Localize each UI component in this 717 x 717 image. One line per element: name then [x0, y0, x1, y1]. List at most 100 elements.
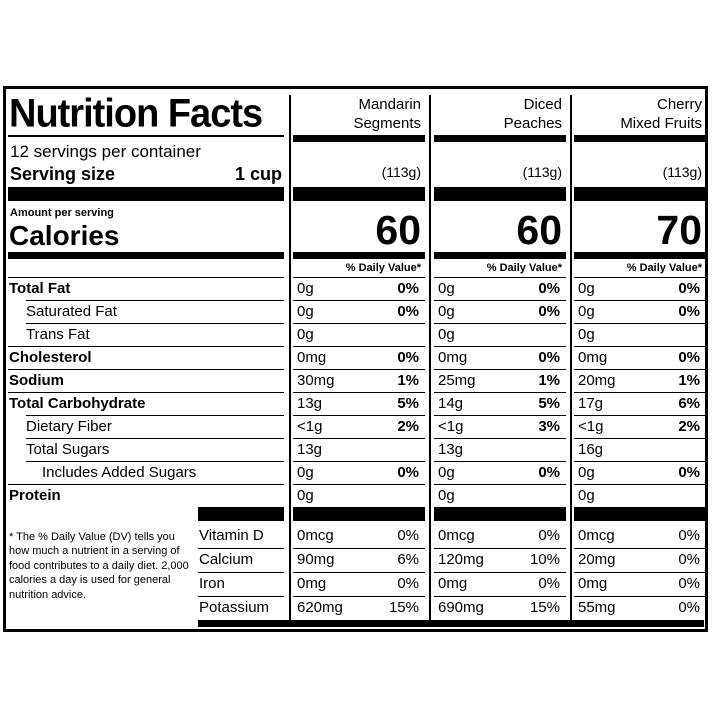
serving-divider [8, 187, 284, 201]
nutrient-amount: 0g [438, 487, 455, 504]
vitamin-amount: 690mg [438, 599, 484, 616]
nutrient-dv: 1% [397, 372, 419, 389]
row-divider [293, 300, 425, 301]
row-divider [293, 323, 425, 324]
row-divider [434, 548, 566, 549]
calories-divider [574, 252, 706, 259]
product-name-line2: Mixed Fruits [620, 115, 702, 132]
row-divider [293, 369, 425, 370]
nutrient-dv: 0% [678, 303, 700, 320]
nutrient-amount: 14g [438, 395, 464, 412]
column-divider-1 [289, 95, 291, 627]
nutrient-dv: 0% [397, 464, 419, 481]
nutrient-name: Total Carbohydrate [9, 395, 146, 412]
product-name-line1: Mandarin [358, 96, 421, 113]
row-divider [293, 392, 425, 393]
row-divider [574, 277, 706, 278]
row-divider [293, 277, 425, 278]
nutrient-name: Cholesterol [9, 349, 92, 366]
amount-per-serving: Amount per serving [10, 207, 114, 219]
serving-grams: (113g) [522, 164, 562, 180]
calories-value: 60 [516, 207, 562, 253]
nutrient-dv: 0% [538, 464, 560, 481]
nutrient-amount: <1g [578, 418, 604, 435]
vitamin-amount: 90mg [297, 551, 335, 568]
nutrient-amount: 0mg [438, 349, 468, 366]
row-divider [574, 596, 706, 597]
row-divider [293, 346, 425, 347]
nutrient-amount: <1g [438, 418, 464, 435]
daily-value-header: % Daily Value* [626, 262, 702, 274]
serving-size-value: 1 cup [234, 164, 282, 184]
servings-per-container: 12 servings per container [10, 142, 201, 161]
row-divider [434, 277, 566, 278]
row-divider [26, 438, 284, 439]
nutrient-amount: 0g [297, 464, 314, 481]
nutrient-amount: 20mg [578, 372, 616, 389]
vitamin-amount: 0mg [438, 575, 468, 592]
row-divider [434, 484, 566, 485]
row-divider [574, 572, 706, 573]
nutrient-dv: 6% [678, 395, 700, 412]
footnote: * The % Daily Value (DV) tells you how m… [9, 531, 189, 601]
nutrient-name: Protein [9, 487, 61, 504]
nutrient-name: Dietary Fiber [26, 418, 112, 435]
calories-value: 70 [656, 207, 702, 253]
row-divider [8, 277, 284, 278]
nutrient-amount: 0g [438, 280, 455, 297]
daily-value-header: % Daily Value* [345, 262, 421, 274]
nutrient-dv: 0% [538, 280, 560, 297]
nutrient-dv: 0% [678, 280, 700, 297]
nutrient-name: Total Fat [9, 280, 71, 297]
row-divider [293, 596, 425, 597]
daily-value-header: % Daily Value* [486, 262, 562, 274]
nutrient-amount: 0g [297, 487, 314, 504]
vitamin-amount: 0mg [297, 575, 327, 592]
column-divider-2 [429, 95, 431, 627]
row-divider [574, 346, 706, 347]
vitamin-dv: 0% [538, 527, 560, 544]
nutrient-dv: 0% [397, 303, 419, 320]
vitamin-divider [574, 507, 706, 521]
row-divider [26, 461, 284, 462]
vitamin-amount: 0mcg [438, 527, 475, 544]
row-divider [574, 438, 706, 439]
vitamin-dv: 15% [529, 599, 560, 616]
vitamin-dv: 0% [397, 527, 419, 544]
row-divider [293, 438, 425, 439]
row-divider [574, 300, 706, 301]
row-divider [198, 572, 284, 573]
row-divider [293, 415, 425, 416]
nutrient-amount: 0mg [297, 349, 327, 366]
vitamin-dv: 0% [678, 527, 700, 544]
row-divider [8, 369, 284, 370]
nutrient-dv: 0% [538, 303, 560, 320]
row-divider [293, 484, 425, 485]
row-divider [574, 392, 706, 393]
calories-label: Calories [9, 220, 120, 251]
nutrient-dv: 2% [678, 418, 700, 435]
calories-divider [293, 252, 425, 259]
vitamin-divider [293, 507, 425, 521]
vitamin-name: Iron [199, 575, 225, 592]
row-divider [434, 300, 566, 301]
nutrient-dv: 0% [397, 280, 419, 297]
nutrient-amount: <1g [297, 418, 323, 435]
vitamin-amount: 620mg [297, 599, 343, 616]
vitamin-amount: 55mg [578, 599, 616, 616]
vitamin-dv: 0% [678, 551, 700, 568]
calories-value: 60 [375, 207, 421, 253]
row-divider [574, 548, 706, 549]
vitamin-name: Potassium [199, 599, 270, 616]
vitamin-amount: 0mcg [578, 527, 615, 544]
label-title: Nutrition Facts [9, 91, 263, 137]
row-divider [198, 596, 284, 597]
row-divider [574, 323, 706, 324]
nutrient-dv: 0% [397, 349, 419, 366]
nutrient-amount: 0g [297, 280, 314, 297]
nutrient-dv: 3% [538, 418, 560, 435]
row-divider [8, 392, 284, 393]
row-divider [26, 323, 284, 324]
product-name-line2: Segments [353, 115, 421, 132]
nutrient-dv: 1% [538, 372, 560, 389]
